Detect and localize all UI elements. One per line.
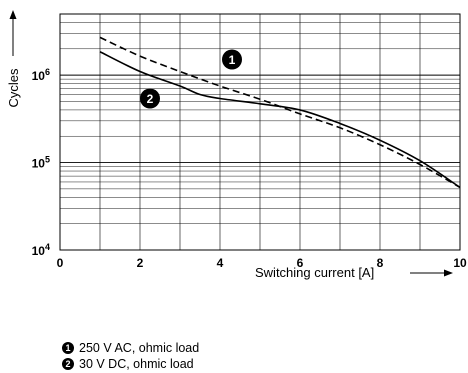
legend-label-1: 250 V AC, ohmic load [79, 341, 200, 355]
series-marker-1 [222, 49, 242, 70]
major-grid [60, 14, 460, 250]
x-axis-arrow [410, 269, 453, 277]
x-tick-labels: 0 2 4 6 8 10 [57, 256, 467, 270]
legend-marker-1: 1 [62, 342, 74, 354]
plot-frame [59, 13, 461, 251]
x-tick-label: 10 [453, 256, 467, 270]
series-marker-label-2: 2 [147, 92, 154, 106]
y-axis-label: Cycles [6, 68, 21, 108]
legend-marker-2: 2 [62, 358, 74, 370]
y-tick-label: 104 [32, 242, 50, 258]
x-tick-label: 2 [137, 256, 144, 270]
y-tick-label: 106 [32, 67, 50, 83]
legend-label-2: 30 V DC, ohmic load [79, 357, 194, 371]
x-axis-label: Switching current [A] [255, 265, 374, 280]
series-marker-2 [140, 88, 160, 109]
y-axis-arrow [9, 10, 17, 56]
legend-item: 2 30 V DC, ohmic load [62, 356, 194, 372]
legend-item: 1 250 V AC, ohmic load [62, 340, 199, 356]
x-tick-label: 0 [57, 256, 64, 270]
x-tick-label: 6 [297, 256, 304, 270]
y-tick-label: 105 [32, 155, 50, 171]
x-tick-label: 4 [217, 256, 224, 270]
series-line-2 [99, 51, 461, 189]
y-tick-labels: 104 105 106 [32, 67, 50, 258]
series-callouts: 12 [140, 49, 242, 109]
series-layer [99, 36, 461, 189]
series-marker-label-1: 1 [229, 53, 236, 67]
x-tick-label: 8 [377, 256, 384, 270]
series-line-1 [99, 36, 461, 189]
